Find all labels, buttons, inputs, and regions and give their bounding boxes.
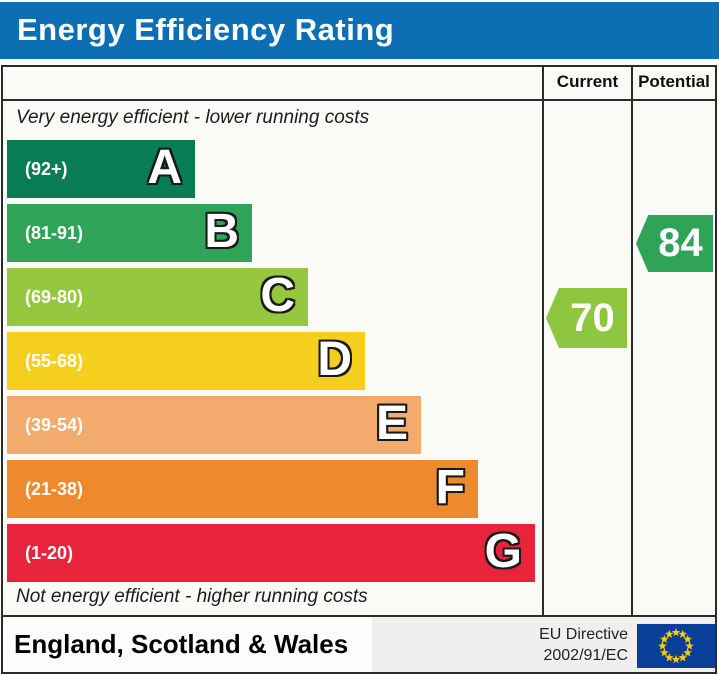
current-rating-value: 70 (570, 295, 615, 340)
band-d-range-label: (55-68) (25, 351, 84, 371)
top-annotation: Very energy efficient - lower running co… (16, 107, 370, 128)
band-c-range-label: (69-80) (25, 287, 84, 307)
region-label: England, Scotland & Wales (14, 629, 349, 659)
band-f: (21-38) F (7, 460, 478, 518)
band-f-letter: F (435, 461, 465, 514)
band-g-range-label: (1-20) (25, 543, 74, 563)
eu-flag-icon (637, 624, 715, 668)
footer-row-divider (1, 615, 717, 617)
bottom-annotation: Not energy efficient - higher running co… (16, 586, 368, 607)
page-title: Energy Efficiency Rating (17, 12, 395, 47)
current-rating-arrow: 70 (546, 288, 627, 348)
band-e: (39-54) E (7, 396, 421, 454)
eu-directive-label: EU Directive 2002/91/EC (470, 617, 628, 672)
current-column-divider (542, 65, 544, 617)
band-f-range-label: (21-38) (25, 479, 84, 499)
eu-directive-line1: EU Directive (539, 625, 628, 643)
band-a: (92+) A (7, 140, 195, 198)
header-row-divider (1, 99, 717, 101)
band-e-range-label: (39-54) (25, 415, 84, 435)
potential-column-header: Potential (638, 72, 710, 91)
potential-column-divider (631, 65, 633, 617)
band-g-letter: G (484, 525, 522, 578)
band-b: (81-91) B (7, 204, 252, 262)
band-e-letter: E (375, 397, 408, 450)
band-c: (69-80) C (7, 268, 308, 326)
potential-rating-value: 84 (658, 221, 703, 265)
band-a-range-label: (92+) (25, 159, 68, 179)
band-a-letter: A (147, 141, 182, 194)
potential-rating-arrow: 84 (636, 215, 713, 272)
band-d-letter: D (317, 333, 352, 386)
eu-directive-line2: 2002/91/EC (543, 646, 628, 664)
band-b-letter: B (204, 205, 239, 258)
band-d: (55-68) D (7, 332, 365, 390)
band-b-range-label: (81-91) (25, 223, 84, 243)
current-column-header: Current (556, 72, 619, 91)
band-g: (1-20) G (7, 524, 535, 582)
band-c-letter: C (260, 269, 295, 322)
title-bar: Energy Efficiency Rating (0, 2, 719, 59)
